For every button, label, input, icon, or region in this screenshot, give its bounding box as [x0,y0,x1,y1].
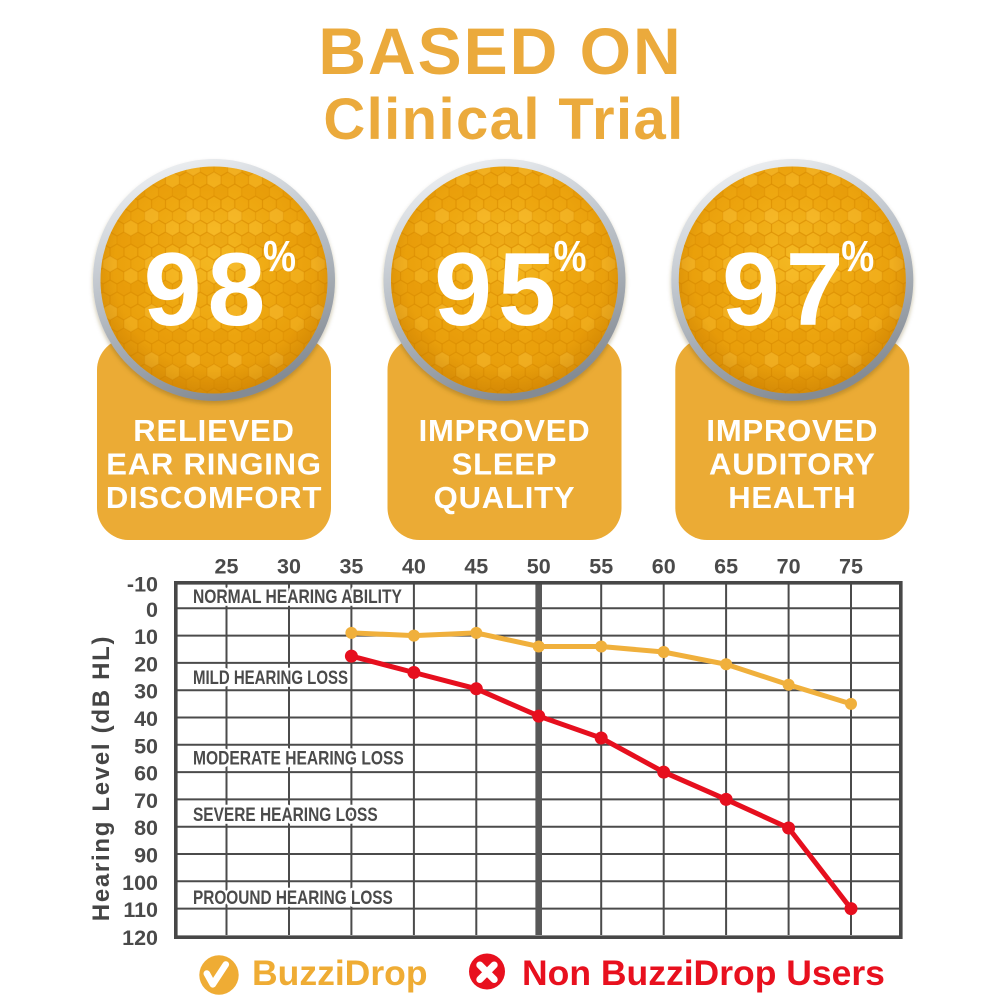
svg-text:MILD HEARING LOSS: MILD HEARING LOSS [193,667,348,688]
svg-text:60: 60 [134,762,158,786]
svg-text:80: 80 [134,816,158,840]
svg-text:40: 40 [134,707,158,731]
svg-text:PROOUND HEARING LOSS: PROOUND HEARING LOSS [193,886,393,908]
svg-text:AUDITORY: AUDITORY [709,447,876,482]
svg-text:30: 30 [277,555,301,579]
svg-text:55: 55 [589,555,613,579]
svg-text:95: 95 [434,232,562,348]
svg-text:SLEEP: SLEEP [452,447,558,482]
svg-text:10: 10 [134,625,158,649]
svg-text:IMPROVED: IMPROVED [419,413,591,448]
svg-text:MODERATE HEARING LOSS: MODERATE HEARING LOSS [193,747,404,769]
svg-text:75: 75 [839,555,863,579]
svg-text:PROOUND HEARING LOSS: PROOUND HEARING LOSS [193,886,393,908]
svg-text:MILD HEARING LOSS: MILD HEARING LOSS [193,667,348,688]
svg-text:50: 50 [527,555,551,579]
svg-text:120: 120 [122,926,158,950]
svg-text:BuzziDrop: BuzziDrop [252,953,428,993]
svg-text:MODERATE HEARING LOSS: MODERATE HEARING LOSS [193,747,404,769]
svg-text:65: 65 [714,555,738,579]
svg-text:SEVERE HEARING LOSS: SEVERE HEARING LOSS [193,803,378,825]
svg-text:70: 70 [134,789,158,813]
svg-text:30: 30 [134,680,158,704]
svg-text:70: 70 [777,555,801,579]
svg-text:45: 45 [464,555,488,579]
svg-text:0: 0 [146,598,158,622]
svg-text:60: 60 [652,555,676,579]
svg-text:20: 20 [134,652,158,676]
svg-text:%: % [841,232,874,281]
svg-text:100: 100 [122,871,158,895]
svg-text:%: % [263,232,296,281]
svg-text:90: 90 [134,844,158,868]
svg-text:Non BuzziDrop Users: Non BuzziDrop Users [522,953,885,993]
svg-text:35: 35 [339,555,363,579]
svg-text:50: 50 [134,734,158,758]
svg-text:IMPROVED: IMPROVED [706,413,878,448]
svg-text:25: 25 [215,555,239,579]
svg-text:HEALTH: HEALTH [728,480,856,515]
svg-text:NORMAL HEARING ABILITY: NORMAL HEARING ABILITY [193,586,402,608]
svg-text:BASED ON: BASED ON [318,14,682,88]
svg-text:RELIEVED: RELIEVED [133,413,294,448]
svg-text:QUALITY: QUALITY [434,480,576,515]
svg-text:Clinical Trial: Clinical Trial [323,87,684,152]
svg-text:DISCOMFORT: DISCOMFORT [106,480,322,515]
svg-text:97: 97 [722,232,850,348]
svg-text:SEVERE HEARING LOSS: SEVERE HEARING LOSS [193,803,378,825]
svg-text:98: 98 [144,232,272,348]
svg-text:40: 40 [402,555,426,579]
svg-text:110: 110 [123,898,158,922]
svg-text:EAR RINGING: EAR RINGING [106,447,321,482]
svg-text:Hearing Level (dB HL): Hearing Level (dB HL) [88,635,115,921]
svg-text:%: % [554,232,587,281]
svg-text:NORMAL HEARING ABILITY: NORMAL HEARING ABILITY [193,586,402,608]
svg-text:-10: -10 [127,572,158,596]
